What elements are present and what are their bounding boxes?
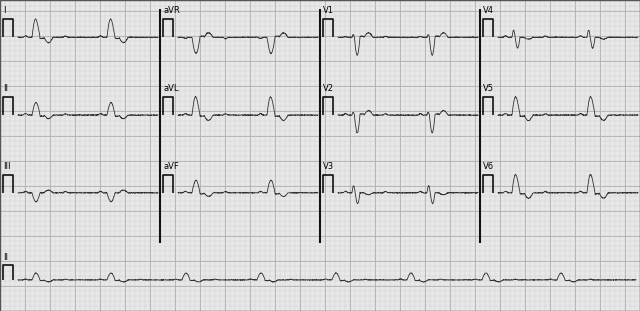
Text: V2: V2 xyxy=(323,84,334,93)
Text: II: II xyxy=(3,253,8,262)
Text: I: I xyxy=(3,6,6,15)
Text: V3: V3 xyxy=(323,162,334,171)
Text: V4: V4 xyxy=(483,6,494,15)
Text: V6: V6 xyxy=(483,162,494,171)
Text: II: II xyxy=(3,84,8,93)
Text: aVL: aVL xyxy=(163,84,179,93)
Text: III: III xyxy=(3,162,10,171)
Text: V5: V5 xyxy=(483,84,494,93)
Text: aVF: aVF xyxy=(163,162,179,171)
Text: aVR: aVR xyxy=(163,6,180,15)
Text: V1: V1 xyxy=(323,6,334,15)
